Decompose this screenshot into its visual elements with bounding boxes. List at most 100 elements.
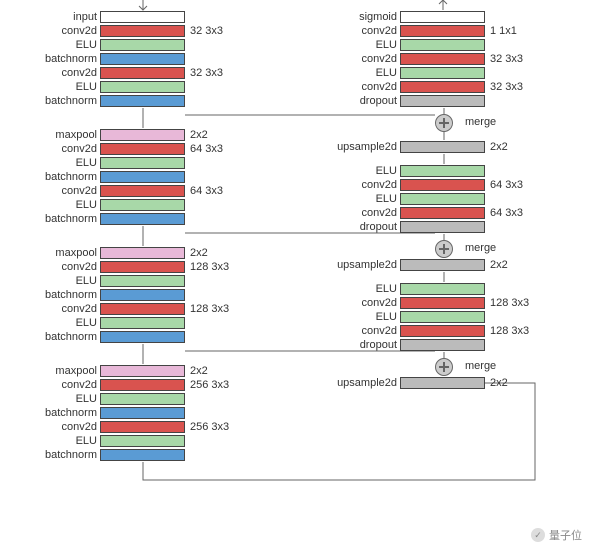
layer-label: ELU: [330, 165, 400, 177]
layer-label: ELU: [30, 275, 100, 287]
layer-batchnorm: batchnorm: [30, 448, 229, 462]
layer-ELU: ELU: [30, 198, 223, 212]
layer-ELU: ELU: [30, 156, 223, 170]
layer-bar: [100, 157, 185, 169]
layer-label: dropout: [330, 95, 400, 107]
wechat-icon: ✓: [531, 528, 545, 542]
right-block: ELUconv2d64 3x3ELUconv2d64 3x3dropout: [330, 164, 523, 234]
layer-bar: [100, 275, 185, 287]
layer-bar: [100, 67, 185, 79]
layer-bar: [400, 207, 485, 219]
right-block: ELUconv2d128 3x3ELUconv2d128 3x3dropout: [330, 282, 529, 352]
layer-batchnorm: batchnorm: [30, 52, 223, 66]
layer-input: input: [30, 10, 223, 24]
layer-param: 128 3x3: [485, 297, 529, 309]
layer-param: 2x2: [185, 129, 208, 141]
merge-label: merge: [465, 116, 496, 128]
layer-label: dropout: [330, 339, 400, 351]
layer-bar: [400, 67, 485, 79]
layer-label: conv2d: [30, 143, 100, 155]
layer-bar: [400, 53, 485, 65]
layer-label: batchnorm: [30, 289, 100, 301]
layer-conv2d: conv2d32 3x3: [330, 80, 523, 94]
layer-bar: [100, 39, 185, 51]
layer-bar: [100, 199, 185, 211]
layer-bar: [100, 331, 185, 343]
merge-node: [435, 240, 453, 258]
layer-bar: [400, 311, 485, 323]
layer-label: conv2d: [30, 25, 100, 37]
layer-label: conv2d: [30, 421, 100, 433]
layer-label: conv2d: [30, 67, 100, 79]
layer-upsample2d: upsample2d2x2: [330, 140, 508, 154]
layer-ELU: ELU: [330, 192, 523, 206]
layer-bar: [400, 339, 485, 351]
layer-param: 2x2: [185, 365, 208, 377]
layer-bar: [400, 325, 485, 337]
merge-label: merge: [465, 242, 496, 254]
layer-bar: [100, 449, 185, 461]
diagram-canvas: inputconv2d32 3x3ELUbatchnormconv2d32 3x…: [0, 0, 600, 553]
layer-bar: [100, 365, 185, 377]
layer-bar: [100, 289, 185, 301]
layer-bar: [100, 53, 185, 65]
layer-bar: [100, 143, 185, 155]
layer-bar: [400, 39, 485, 51]
layer-label: conv2d: [330, 207, 400, 219]
layer-conv2d: conv2d 128 3x3: [330, 296, 529, 310]
layer-param: 1 1x1: [485, 25, 517, 37]
layer-param: 2x2: [185, 247, 208, 259]
layer-label: ELU: [30, 317, 100, 329]
layer-upsample2d: upsample2d2x2: [330, 258, 508, 272]
layer-label: conv2d: [30, 185, 100, 197]
layer-label: ELU: [30, 435, 100, 447]
layer-label: batchnorm: [30, 213, 100, 225]
right-block: sigmoidconv2d1 1x1ELUconv2d32 3x3ELUconv…: [330, 10, 523, 108]
layer-conv2d: conv2d32 3x3: [30, 66, 223, 80]
layer-label: upsample2d: [330, 377, 400, 389]
layer-upsample2d: upsample2d 2x2: [330, 376, 508, 390]
layer-label: batchnorm: [30, 95, 100, 107]
layer-batchnorm: batchnorm: [30, 94, 223, 108]
layer-ELU: ELU: [30, 274, 229, 288]
layer-ELU: ELU: [30, 80, 223, 94]
layer-param: 128 3x3: [185, 303, 229, 315]
layer-bar: [100, 81, 185, 93]
layer-label: batchnorm: [30, 407, 100, 419]
merge-node: [435, 358, 453, 376]
right-block: upsample2d2x2: [330, 140, 508, 154]
layer-conv2d: conv2d128 3x3: [330, 324, 529, 338]
layer-maxpool: maxpool 2x2: [30, 364, 229, 378]
layer-param: 64 3x3: [185, 143, 223, 155]
layer-label: maxpool: [30, 365, 100, 377]
layer-bar: [100, 393, 185, 405]
merge-label: merge: [465, 360, 496, 372]
layer-label: conv2d: [330, 297, 400, 309]
layer-batchnorm: batchnorm: [30, 288, 229, 302]
layer-label: maxpool: [30, 247, 100, 259]
layer-label: ELU: [30, 157, 100, 169]
layer-conv2d: conv2d64 3x3: [330, 178, 523, 192]
layer-param: 32 3x3: [485, 81, 523, 93]
layer-bar: [400, 221, 485, 233]
layer-label: batchnorm: [30, 331, 100, 343]
layer-param: 2x2: [485, 377, 508, 389]
layer-batchnorm: batchnorm: [30, 406, 229, 420]
layer-conv2d: conv2d256 3x3: [30, 378, 229, 392]
layer-label: conv2d: [330, 25, 400, 37]
layer-bar: [100, 435, 185, 447]
layer-bar: [100, 317, 185, 329]
layer-dropout: dropout: [330, 338, 529, 352]
layer-param: 256 3x3: [185, 421, 229, 433]
layer-label: upsample2d: [330, 259, 400, 271]
layer-conv2d: conv2d64 3x3: [330, 206, 523, 220]
layer-bar: [400, 141, 485, 153]
layer-label: ELU: [30, 199, 100, 211]
layer-bar: [400, 259, 485, 271]
layer-label: input: [30, 11, 100, 23]
layer-maxpool: maxpool 2x2: [30, 246, 229, 260]
layer-label: conv2d: [30, 261, 100, 273]
layer-batchnorm: batchnorm: [30, 170, 223, 184]
layer-label: sigmoid: [330, 11, 400, 23]
layer-param: 128 3x3: [185, 261, 229, 273]
